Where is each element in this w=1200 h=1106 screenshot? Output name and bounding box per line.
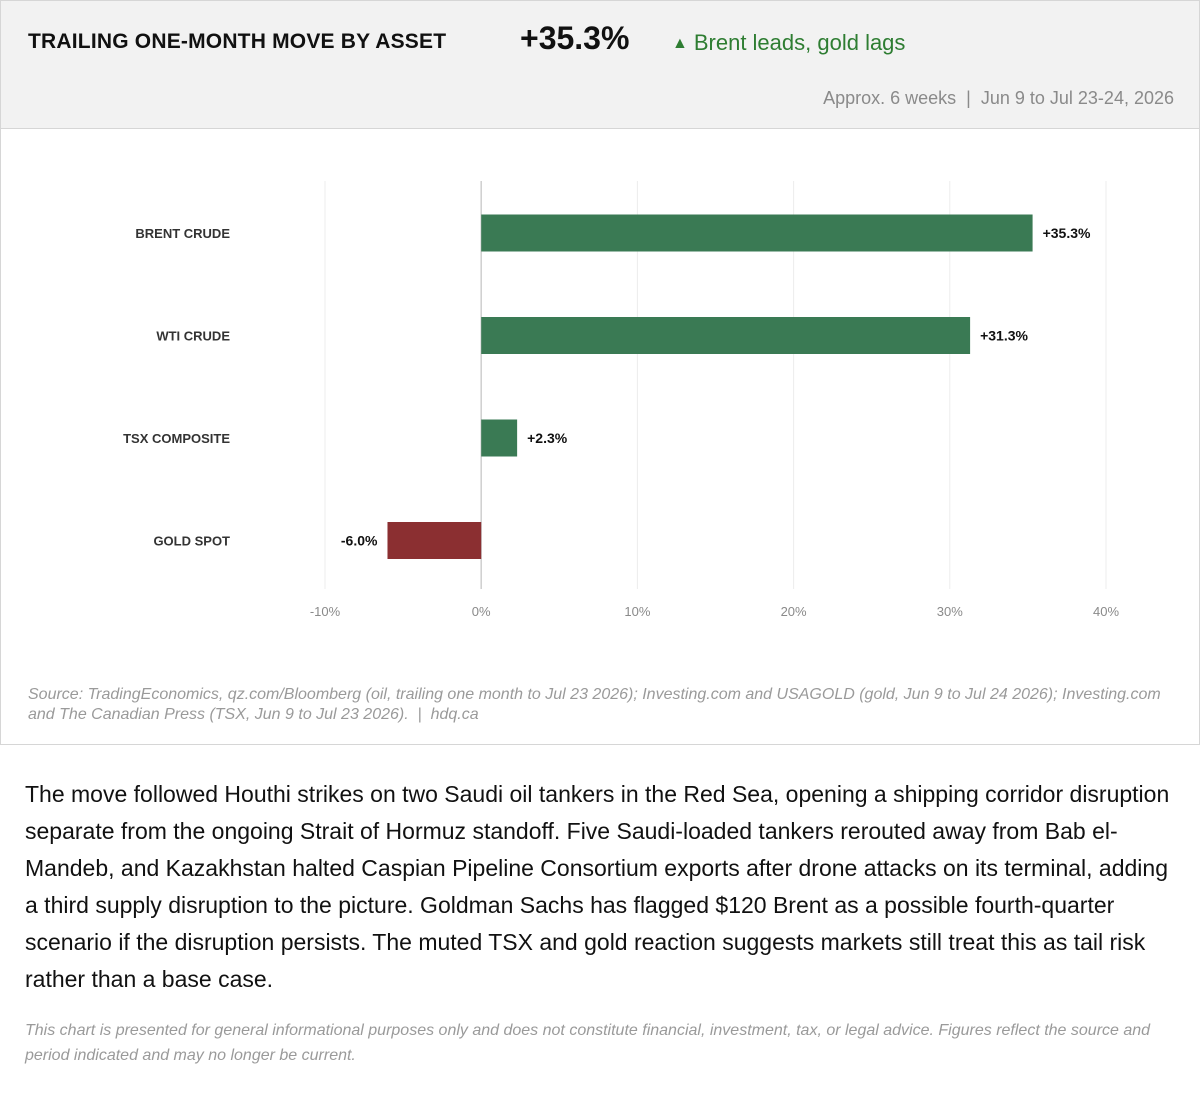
bar-chart: -10% 0% 10% 20% 30% 40% BRENT CRUDE +35.3% WTI C… bbox=[123, 181, 1119, 619]
bar bbox=[481, 214, 1033, 252]
source-note: Source: TradingEconomics, qz.com/Bloombe… bbox=[28, 686, 1166, 723]
category-label: GOLD SPOT bbox=[153, 534, 230, 549]
x-tick-label: 10% bbox=[624, 604, 650, 619]
trend-summary: ▲ Brent leads, gold lags bbox=[672, 30, 905, 56]
headline-value: +35.3% bbox=[520, 20, 630, 56]
chart-title: TRAILING ONE-MONTH MOVE BY ASSET bbox=[28, 30, 447, 53]
disclaimer: This chart is presented for general info… bbox=[25, 1022, 1151, 1064]
x-tick-label: 30% bbox=[937, 604, 963, 619]
chart-header: TRAILING ONE-MONTH MOVE BY ASSET +35.3% … bbox=[1, 1, 1199, 129]
bar bbox=[481, 317, 971, 354]
trend-text: Brent leads, gold lags bbox=[693, 30, 906, 55]
bar bbox=[387, 522, 482, 559]
chart-card: TRAILING ONE-MONTH MOVE BY ASSET +35.3% … bbox=[0, 0, 1200, 745]
category-label: TSX COMPOSITE bbox=[123, 431, 230, 446]
category-label: WTI CRUDE bbox=[156, 329, 230, 344]
bar bbox=[481, 419, 518, 457]
data-label: +31.3% bbox=[980, 328, 1028, 344]
x-tick-label: 0% bbox=[472, 604, 491, 619]
triangle-up-icon: ▲ bbox=[672, 35, 688, 52]
data-label: +35.3% bbox=[1043, 225, 1091, 241]
period-label: Approx. 6 weeks | Jun 9 to Jul 23-24, 20… bbox=[823, 88, 1174, 108]
category-label: BRENT CRUDE bbox=[135, 226, 230, 241]
commentary-paragraph: The move followed Houthi strikes on two … bbox=[25, 781, 1170, 992]
x-tick-label: 20% bbox=[781, 604, 807, 619]
data-label: +2.3% bbox=[527, 430, 568, 446]
data-label: -6.0% bbox=[341, 533, 378, 549]
x-tick-label: 40% bbox=[1093, 604, 1119, 619]
x-tick-label: -10% bbox=[310, 604, 341, 619]
